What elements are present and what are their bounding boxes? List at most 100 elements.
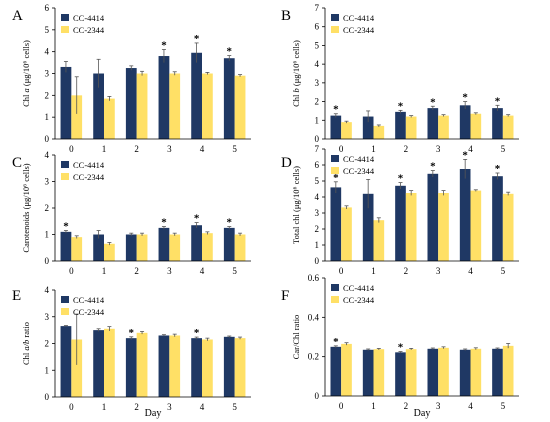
- bar-cc-4414-day-2: [395, 352, 406, 396]
- y-axis-title: Chl a (μg/10⁶ cells): [21, 40, 31, 107]
- bar-cc-2344-day-4: [470, 113, 482, 139]
- bar-cc-4414-day-0: [60, 231, 72, 261]
- x-tick-label: 1: [371, 401, 376, 411]
- bar-cc-4414-day-0: [330, 346, 342, 396]
- x-tick-label: 0: [339, 401, 344, 411]
- bar-cc-4414-day-1: [362, 116, 374, 139]
- bar-cc-2344-day-4: [470, 190, 482, 261]
- bar-cc-4414-day-3: [427, 173, 439, 261]
- x-tick-label: 0: [69, 266, 74, 276]
- bar-cc-2344-day-4: [470, 348, 482, 396]
- x-tick-label: 5: [232, 144, 237, 154]
- x-tick-label: 1: [371, 266, 376, 276]
- significance-star: *: [430, 96, 436, 108]
- legend-swatch: [61, 26, 69, 33]
- legend-swatch: [331, 296, 339, 303]
- panel-c: C 0 1 2 3 4 Carotenoids (μg/10⁶ cells) * 0 1 2 * 3 * 4…: [12, 150, 251, 276]
- bar-cc-4414-day-5: [223, 336, 235, 397]
- panel-letter-d: D: [281, 155, 292, 171]
- bar-cc-4414-day-5: [492, 176, 503, 261]
- y-tick-label: 3: [315, 208, 320, 218]
- x-tick-label: 2: [404, 144, 409, 154]
- legend: CC-4414 CC-2344: [61, 13, 105, 35]
- y-tick-label: 1: [315, 240, 320, 250]
- bar-cc-2344-day-2: [405, 116, 417, 139]
- y-axis-title: Total chl (μg/10⁶ cells): [291, 166, 301, 244]
- legend: CC-4414 CC-2344: [61, 160, 105, 182]
- x-tick-label: 4: [468, 266, 473, 276]
- significance-star: *: [194, 213, 200, 225]
- bar-cc-4414-day-3: [158, 56, 170, 139]
- y-tick-label: 5: [45, 25, 50, 35]
- significance-star: *: [398, 342, 404, 354]
- bar-cc-2344-day-4: [202, 233, 213, 261]
- significance-star: *: [161, 39, 167, 51]
- legend-swatch: [61, 308, 69, 315]
- x-tick-label: 3: [167, 402, 172, 412]
- x-tick-label: 1: [102, 266, 107, 276]
- significance-star: *: [398, 173, 404, 185]
- bar-cc-4414-day-1: [93, 73, 104, 139]
- y-axis-title: Carotenoids (μg/10⁶ cells): [21, 163, 31, 252]
- x-tick-label: 2: [404, 401, 409, 411]
- bar-cc-2344-day-0: [341, 207, 352, 261]
- significance-star: *: [63, 221, 69, 233]
- y-tick-label: 4: [45, 47, 50, 57]
- bar-cc-2344-day-5: [234, 338, 246, 397]
- legend-swatch: [331, 14, 339, 21]
- bar-cc-2344-day-0: [341, 343, 352, 396]
- bar-cc-2344-day-3: [438, 193, 449, 261]
- y-tick-label: 4: [315, 192, 320, 202]
- bar-cc-4414-day-0: [330, 187, 342, 261]
- bar-cc-2344-day-5: [502, 115, 514, 139]
- y-tick-label: 1: [45, 112, 50, 122]
- x-tick-label: 0: [69, 144, 74, 154]
- y-axis-title: Chl a/b ratio: [21, 322, 31, 365]
- x-tick-label: 3: [436, 144, 441, 154]
- bar-cc-4414-day-3: [427, 108, 439, 139]
- bar-cc-2344-day-5: [234, 234, 246, 261]
- bar-cc-2344-day-1: [373, 125, 385, 139]
- x-axis-title: Day: [414, 408, 431, 419]
- legend-label: CC-4414: [343, 283, 375, 293]
- legend-swatch: [331, 284, 339, 291]
- x-tick-label: 4: [200, 266, 205, 276]
- panel-b: B 0 1 2 3 4 5 6 7 Chl b (μg/10⁶ cells) * 0 1 * 2 * 3 * 4 * 5…: [281, 3, 519, 154]
- bar-cc-2344-day-5: [502, 193, 514, 261]
- y-tick-label: 0: [315, 134, 320, 144]
- significance-star: *: [430, 161, 436, 173]
- significance-star: *: [462, 149, 468, 161]
- bar-cc-2344-day-1: [373, 220, 385, 261]
- y-tick-label: 2: [315, 224, 320, 234]
- y-tick-label: 6: [45, 3, 50, 13]
- y-tick-label: 0.2: [308, 352, 319, 362]
- x-tick-label: 4: [200, 144, 205, 154]
- y-tick-label: 0: [45, 392, 50, 402]
- y-tick-label: 0: [315, 256, 320, 266]
- bar-cc-2344-day-3: [438, 347, 449, 396]
- y-tick-label: 2: [315, 97, 320, 107]
- legend-label: CC-4414: [73, 295, 105, 305]
- significance-star: *: [333, 336, 339, 348]
- bar-cc-4414-day-4: [191, 225, 202, 261]
- bar-cc-2344-day-1: [373, 349, 385, 396]
- bar-cc-4414-day-3: [427, 348, 439, 396]
- legend-swatch: [331, 155, 339, 162]
- bar-cc-4414-day-5: [223, 227, 235, 261]
- x-tick-label: 0: [69, 402, 74, 412]
- bar-cc-4414-day-4: [459, 105, 471, 139]
- panel-letter-b: B: [281, 8, 291, 24]
- y-tick-label: 4: [315, 59, 320, 69]
- bar-cc-4414-day-1: [362, 193, 374, 261]
- bar-cc-4414-day-2: [395, 185, 406, 261]
- bar-cc-4414-day-3: [158, 335, 170, 397]
- significance-star: *: [227, 46, 233, 58]
- x-tick-label: 5: [501, 266, 506, 276]
- significance-star: *: [495, 163, 501, 175]
- bar-cc-2344-day-1: [104, 98, 115, 139]
- significance-star: *: [161, 217, 167, 229]
- x-tick-label: 0: [339, 266, 344, 276]
- significance-star: *: [194, 327, 200, 339]
- legend-label: CC-2344: [343, 295, 375, 305]
